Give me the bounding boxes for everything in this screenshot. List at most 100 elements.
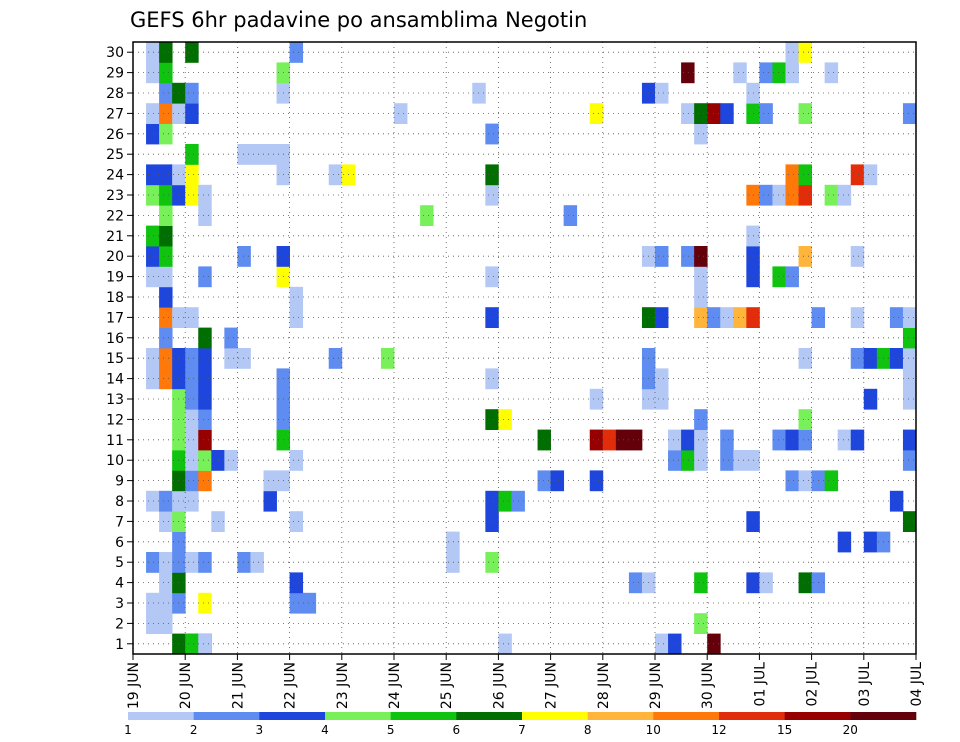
y-tick-label: 24 — [106, 168, 124, 184]
heatmap-cell — [785, 42, 799, 63]
colorbar-swatch — [325, 712, 391, 720]
heatmap-cell — [720, 429, 734, 451]
heatmap-cell — [798, 103, 812, 124]
heatmap-cell — [902, 368, 917, 390]
heatmap-cell — [889, 490, 904, 512]
colorbar-label: 15 — [777, 723, 792, 737]
heatmap-cell — [224, 327, 238, 349]
y-tick-label: 2 — [115, 616, 124, 632]
heatmap-cell — [472, 82, 486, 104]
colorbar-swatch — [456, 712, 523, 720]
heatmap-cell — [159, 552, 173, 573]
heatmap-cell — [146, 184, 160, 206]
heatmap-cell — [485, 266, 499, 288]
colorbar-label: 20 — [843, 723, 858, 737]
heatmap-cell — [537, 429, 551, 451]
x-tick-label: 19 JUN — [126, 662, 142, 709]
heatmap-cell — [485, 490, 499, 512]
heatmap-cell — [198, 592, 212, 614]
heatmap-cell — [681, 429, 695, 451]
heatmap-cell — [785, 164, 799, 186]
y-tick-label: 21 — [106, 229, 124, 245]
heatmap-cell — [902, 103, 917, 124]
heatmap-cell — [850, 307, 865, 328]
x-tick-label: 28 JUN — [596, 662, 612, 709]
heatmap-cell — [772, 266, 786, 288]
heatmap-cell — [485, 164, 499, 186]
heatmap-cell — [824, 470, 839, 492]
heatmap-cell — [263, 490, 277, 512]
heatmap-cell — [798, 164, 812, 186]
y-axis: 1234567891011121314151617181920212223242… — [106, 45, 133, 653]
heatmap-cell — [589, 388, 604, 410]
heatmap-cell — [198, 348, 212, 369]
x-tick-label: 01 JUL — [752, 662, 768, 707]
heatmap-cell — [146, 552, 160, 573]
heatmap-cell — [159, 572, 173, 594]
heatmap-cell — [185, 144, 199, 165]
heatmap-cells — [146, 42, 917, 655]
heatmap-cell — [681, 103, 695, 124]
heatmap-cell — [798, 409, 812, 430]
y-tick-label: 16 — [106, 331, 124, 347]
grid-lines — [133, 42, 916, 654]
heatmap-cell — [759, 572, 773, 594]
heatmap-cell — [720, 307, 734, 328]
heatmap-cell — [380, 348, 395, 369]
colorbar-label: 8 — [584, 723, 592, 737]
heatmap-cell — [759, 103, 773, 124]
y-tick-label: 1 — [115, 637, 124, 653]
heatmap-cell — [759, 184, 773, 206]
colorbar-swatch — [719, 712, 785, 720]
colorbar-label: 12 — [711, 723, 726, 737]
heatmap-cell — [146, 62, 160, 84]
heatmap-cell — [146, 225, 160, 247]
heatmap-cell — [198, 368, 212, 390]
heatmap-cell — [198, 429, 212, 451]
heatmap-cell — [159, 348, 173, 369]
heatmap-cell — [159, 62, 173, 84]
heatmap-cell — [159, 184, 173, 206]
heatmap-cell — [237, 552, 251, 573]
heatmap-cell — [485, 184, 499, 206]
heatmap-cell — [159, 368, 173, 390]
heatmap-cell — [198, 205, 212, 226]
heatmap-cell — [798, 470, 812, 492]
heatmap-cell — [785, 62, 799, 84]
heatmap-cell — [289, 450, 304, 471]
heatmap-cell — [446, 531, 460, 553]
heatmap-cell — [694, 572, 708, 594]
heatmap-cell — [772, 429, 786, 451]
heatmap-cell — [863, 348, 878, 369]
heatmap-cell — [772, 62, 786, 84]
heatmap-cell — [146, 613, 173, 634]
heatmap-cell — [159, 225, 173, 247]
heatmap-cell — [798, 572, 812, 594]
heatmap-cell — [785, 184, 799, 206]
x-tick-label: 29 JUN — [648, 662, 664, 709]
heatmap-cell — [498, 490, 512, 512]
heatmap-cell — [694, 123, 708, 145]
heatmap-cell — [733, 450, 760, 471]
heatmap-cell — [668, 429, 682, 451]
heatmap-cell — [328, 348, 343, 369]
heatmap-cell — [733, 307, 747, 328]
heatmap-cell — [146, 164, 173, 186]
heatmap-cell — [289, 572, 304, 594]
heatmap-cell — [185, 450, 199, 471]
heatmap-cell — [185, 429, 199, 451]
heatmap-cell — [863, 164, 878, 186]
heatmap-cell — [224, 348, 251, 369]
heatmap-cell — [498, 633, 512, 655]
heatmap-cell — [902, 307, 917, 328]
heatmap-cell — [146, 123, 160, 145]
heatmap-cell — [185, 470, 199, 492]
colorbar: 1 2 3 4 5 6 7 8 10 12 15 20 — [124, 712, 917, 737]
heatmap-cell — [159, 246, 173, 267]
heatmap-cell — [394, 103, 408, 124]
heatmap-cell — [720, 103, 734, 124]
heatmap-cell — [668, 450, 682, 471]
heatmap-cell — [798, 348, 812, 369]
heatmap-cell — [798, 184, 812, 206]
